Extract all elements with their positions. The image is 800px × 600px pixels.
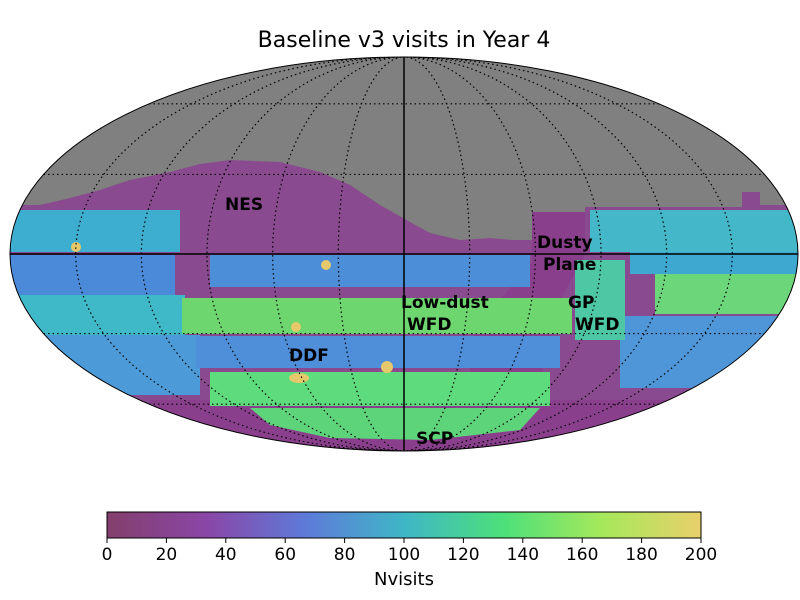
- colorbar-tick-label: 140: [507, 545, 539, 565]
- gp-wfd-band-5: [575, 260, 625, 340]
- band-left-lower: [10, 295, 185, 335]
- region-label: Plane: [543, 255, 596, 275]
- ddf-field: [381, 361, 393, 373]
- low-dust-wfd-band-1: [182, 298, 572, 334]
- region-label: DDF: [289, 346, 329, 366]
- colorbar: 0 20 40 60 80 100 120 140 160 180 200 Nvisits: [102, 511, 717, 590]
- region-label: Dusty: [537, 233, 593, 253]
- chart-title: Baseline v3 visits in Year 4: [258, 28, 551, 53]
- colorbar-fill: [106, 511, 702, 539]
- band-left-upper: [10, 210, 180, 252]
- region-label: WFD: [407, 315, 451, 335]
- ddf-field: [291, 322, 301, 332]
- low-dust-wfd-band-2: [196, 336, 560, 368]
- region-label: GP: [568, 293, 594, 313]
- region-label: NES: [225, 195, 263, 215]
- colorbar-tick-label: 120: [447, 545, 479, 565]
- colorbar-tick-label: 0: [102, 545, 113, 565]
- region-label: Low-dust: [401, 293, 489, 313]
- region-label: SCP: [416, 429, 453, 449]
- ddf-field: [289, 373, 309, 383]
- region-label: WFD: [575, 315, 619, 335]
- colorbar-tick-label: 160: [566, 545, 598, 565]
- colorbar-tick-label: 100: [388, 545, 420, 565]
- ddf-field: [71, 242, 81, 252]
- colorbar-tick-label: 60: [274, 545, 296, 565]
- colorbar-tick-label: 40: [215, 545, 237, 565]
- colorbar-tick-label: 200: [685, 545, 717, 565]
- graticule: [10, 57, 798, 451]
- colorbar-tick-label: 80: [334, 545, 356, 565]
- meridian-line: [272, 57, 399, 451]
- low-dust-wfd-band-top: [210, 255, 530, 287]
- colorbar-ticks: 0 20 40 60 80 100 120 140 160 180 200: [102, 538, 717, 565]
- colorbar-label: Nvisits: [374, 569, 434, 590]
- gp-wfd-band-3: [655, 274, 798, 314]
- ddf-field: [321, 260, 331, 270]
- band-left-middle: [10, 255, 175, 295]
- map-border: [9, 56, 799, 452]
- meridian-line: [409, 57, 536, 451]
- gp-wfd-band-1: [590, 210, 798, 252]
- south-band: [250, 408, 540, 440]
- gp-wfd-band-2: [630, 252, 798, 274]
- gp-wfd-band-4: [620, 316, 798, 388]
- low-dust-wfd-band-3: [210, 372, 550, 406]
- meridian-line: [412, 57, 602, 451]
- band-left-bottom: [10, 335, 200, 395]
- meridian-line: [206, 57, 396, 451]
- colorbar-tick-label: 20: [156, 545, 178, 565]
- colorbar-tick-label: 180: [625, 545, 657, 565]
